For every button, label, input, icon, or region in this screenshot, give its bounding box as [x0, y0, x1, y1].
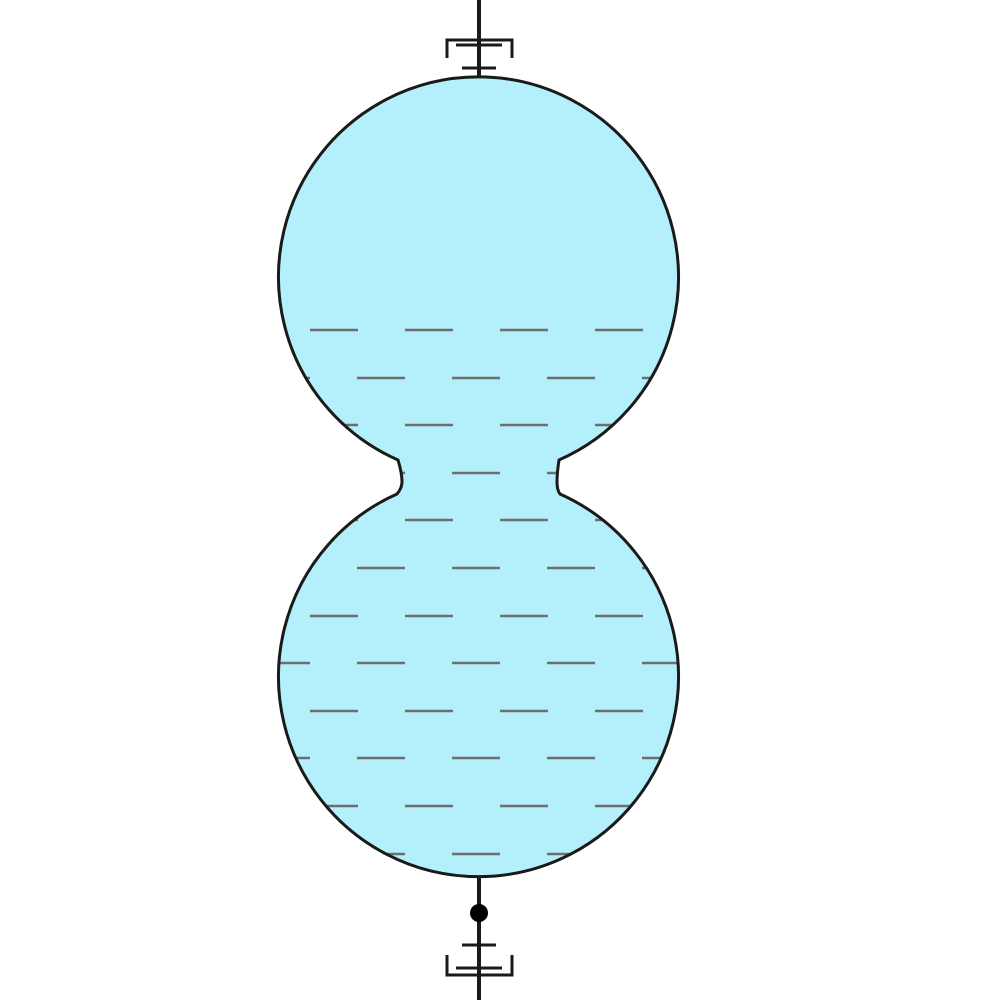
top-fixture-icon: [445, 38, 514, 70]
vessel-body: [278, 76, 679, 877]
vessel-outline: [277, 75, 680, 879]
bottom-fixture-icon: [445, 943, 514, 977]
pivot-point-icon: [470, 904, 488, 922]
